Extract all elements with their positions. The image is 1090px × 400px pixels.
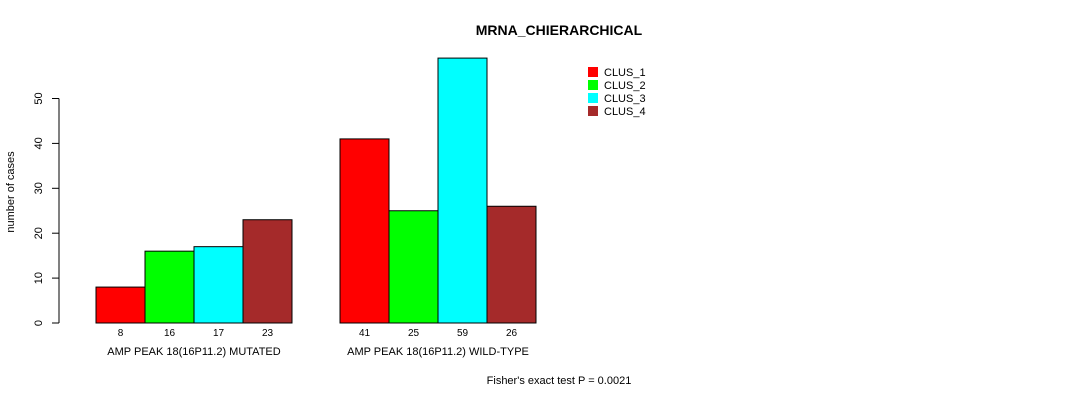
y-tick-label: 10 — [33, 272, 45, 284]
chart-title: MRNA_CHIERARCHICAL — [476, 22, 643, 38]
legend-swatch — [588, 80, 598, 90]
y-tick-label: 0 — [33, 320, 45, 326]
bar-count-label: 23 — [262, 328, 274, 339]
bar-count-label: 16 — [164, 328, 176, 339]
legend-swatch — [588, 106, 598, 116]
y-tick-label: 20 — [33, 227, 45, 239]
bar-clus-3 — [193, 246, 244, 324]
legend-swatch — [588, 93, 598, 103]
legend-label: CLUS_3 — [604, 93, 646, 105]
legend-swatch — [588, 67, 598, 77]
bar-clus-2 — [388, 210, 439, 324]
bar-count-label: 41 — [359, 328, 371, 339]
y-axis-label: number of cases — [5, 151, 17, 233]
fisher-test-footnote: Fisher's exact test P = 0.0021 — [487, 375, 632, 387]
y-tick-label: 30 — [33, 182, 45, 194]
bar-clus-3 — [437, 57, 488, 324]
bar-count-label: 8 — [118, 328, 124, 339]
group-label: AMP PEAK 18(16P11.2) WILD-TYPE — [347, 346, 529, 358]
bar-clus-1 — [339, 138, 390, 324]
y-axis: 0 10 20 30 40 50 — [33, 92, 60, 326]
bar-count-label: 25 — [408, 328, 420, 339]
bars — [95, 57, 537, 324]
y-tick-label: 50 — [33, 92, 45, 104]
bar-count-label: 59 — [457, 328, 469, 339]
bar-clus-4 — [242, 219, 293, 324]
group-labels: AMP PEAK 18(16P11.2) MUTATED AMP PEAK 18(… — [107, 346, 529, 358]
legend-label: CLUS_2 — [604, 80, 646, 92]
y-tick-label: 40 — [33, 137, 45, 149]
bar-clus-2 — [144, 250, 195, 324]
legend-label: CLUS_4 — [604, 106, 646, 118]
bar-clus-1 — [95, 286, 146, 324]
group-label: AMP PEAK 18(16P11.2) MUTATED — [107, 346, 280, 358]
legend-label: CLUS_1 — [604, 67, 646, 79]
value-labels: 8 16 17 23 41 25 59 26 — [118, 328, 518, 339]
bar-count-label: 26 — [506, 328, 518, 339]
bar-count-label: 17 — [213, 328, 225, 339]
bar-clus-4 — [486, 205, 537, 324]
